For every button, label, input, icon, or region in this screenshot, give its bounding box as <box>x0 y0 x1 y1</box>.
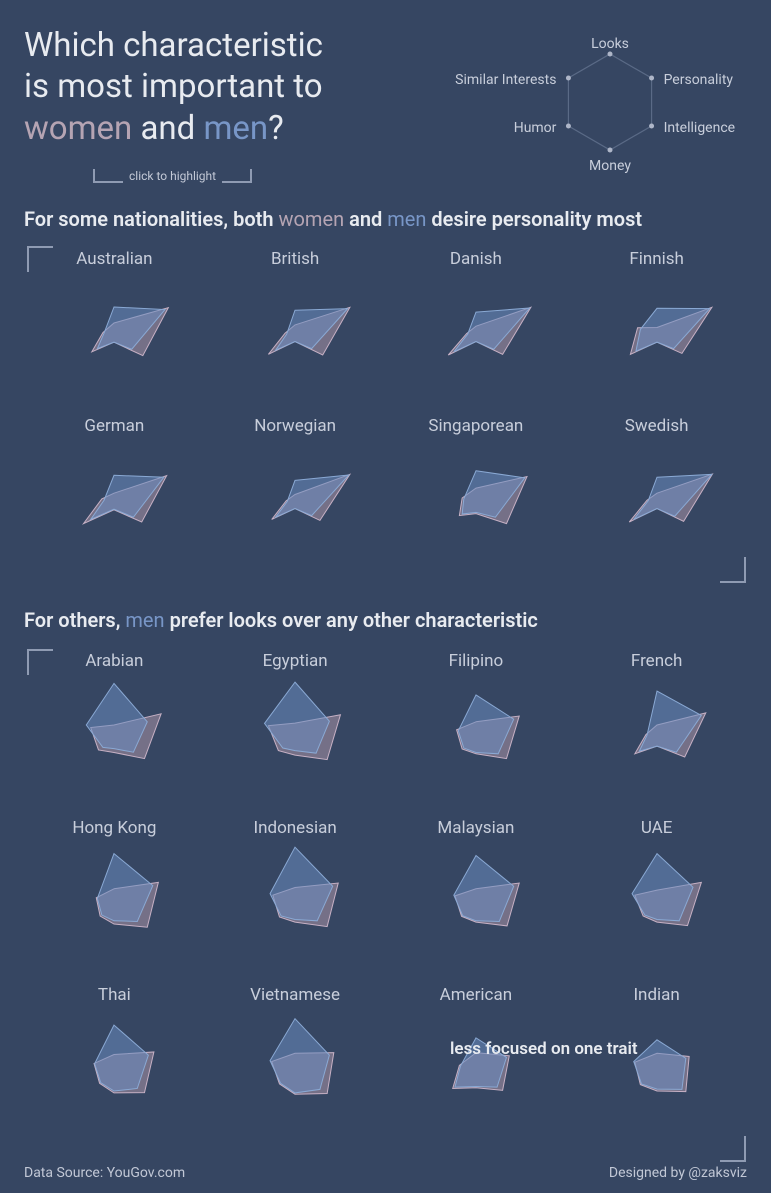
legend-axis-similar-interests: Similar Interests <box>455 72 556 88</box>
credit: Designed by @zaksviz <box>609 1165 747 1181</box>
cell-label: Vietnamese <box>205 985 386 1005</box>
heading-text: For some nationalities, both <box>24 207 278 231</box>
radar-chart <box>391 271 561 401</box>
title-q: ? <box>268 109 284 148</box>
legend-axis-intelligence: Intelligence <box>664 120 736 136</box>
cell-label: Hong Kong <box>24 818 205 838</box>
click-hint-text: click to highlight <box>129 169 216 183</box>
cell-label: Swedish <box>566 416 747 436</box>
grid-personality: AustralianBritishDanishFinnish GermanNorw… <box>24 243 747 577</box>
radar-chart <box>572 271 742 401</box>
heading-text: and <box>344 207 387 231</box>
radar-cell-american[interactable]: American <box>386 979 567 1146</box>
cell-label: Danish <box>386 249 567 269</box>
radar-cell-malaysian[interactable]: Malaysian <box>386 812 567 979</box>
radar-chart <box>391 673 561 803</box>
radar-chart <box>572 438 742 568</box>
cell-label: Australian <box>24 249 205 269</box>
cell-label: Indian <box>566 985 747 1005</box>
heading-text: desire personality most <box>426 207 642 231</box>
cell-label: Singaporean <box>386 416 567 436</box>
radar-chart <box>572 673 742 803</box>
page-title: Which characteristic is most important t… <box>24 25 323 149</box>
radar-chart <box>29 271 199 401</box>
radar-cell-uae[interactable]: UAE <box>566 812 747 979</box>
title-line2: is most important to <box>24 67 323 106</box>
title-block: Which characteristic is most important t… <box>24 25 323 149</box>
cell-label: Arabian <box>24 651 205 671</box>
legend-axis-humor: Humor <box>514 120 557 136</box>
cell-label: Filipino <box>386 651 567 671</box>
radar-chart <box>391 840 561 970</box>
heading-women[interactable]: women <box>278 207 344 231</box>
radar-cell-swedish[interactable]: Swedish <box>566 410 747 577</box>
grid-looks: ArabianEgyptianFilipinoFrenchHong KongIn… <box>24 645 747 1146</box>
radar-cell-indian[interactable]: Indian <box>566 979 747 1146</box>
radar-cell-egyptian[interactable]: Egyptian <box>205 645 386 812</box>
radar-chart <box>391 438 561 568</box>
radar-cell-singaporean[interactable]: Singaporean <box>386 410 567 577</box>
radar-chart <box>210 673 380 803</box>
radar-chart <box>29 1007 199 1137</box>
footer: Data Source: YouGov.com Designed by @zak… <box>24 1165 747 1181</box>
radar-chart <box>29 438 199 568</box>
cell-label: German <box>24 416 205 436</box>
radar-chart <box>391 1007 561 1137</box>
title-and: and <box>132 109 203 148</box>
radar-chart <box>210 840 380 970</box>
cell-label: Norwegian <box>205 416 386 436</box>
legend-axis-personality: Personality <box>664 72 733 88</box>
radar-cell-indonesian[interactable]: Indonesian <box>205 812 386 979</box>
cell-label: Indonesian <box>205 818 386 838</box>
cell-label: Egyptian <box>205 651 386 671</box>
data-source: Data Source: YouGov.com <box>24 1165 185 1181</box>
radar-cell-thai[interactable]: Thai <box>24 979 205 1146</box>
heading-text: For others, <box>24 608 125 632</box>
title-line1: Which characteristic <box>24 26 323 65</box>
title-men[interactable]: men <box>203 109 268 148</box>
radar-chart <box>29 673 199 803</box>
cell-label: UAE <box>566 818 747 838</box>
heading-men[interactable]: men <box>125 608 164 632</box>
radar-cell-vietnamese[interactable]: Vietnamese <box>205 979 386 1146</box>
radar-cell-german[interactable]: German <box>24 410 205 577</box>
cell-label: Thai <box>24 985 205 1005</box>
radar-cell-british[interactable]: British <box>205 243 386 410</box>
title-women[interactable]: women <box>24 109 132 148</box>
cell-label: Malaysian <box>386 818 567 838</box>
heading-men[interactable]: men <box>387 207 426 231</box>
heading-text: prefer looks over any other characterist… <box>165 608 538 632</box>
radar-cell-finnish[interactable]: Finnish <box>566 243 747 410</box>
legend-radar: LooksPersonalityIntelligenceMoneyHumorSi… <box>470 12 750 182</box>
radar-chart <box>210 1007 380 1137</box>
annotation-less-focused: less focused on one trait <box>450 1039 638 1059</box>
radar-chart <box>572 1007 742 1137</box>
cell-label: Finnish <box>566 249 747 269</box>
cell-label: American <box>386 985 567 1005</box>
radar-chart <box>29 840 199 970</box>
radar-cell-french[interactable]: French <box>566 645 747 812</box>
radar-cell-filipino[interactable]: Filipino <box>386 645 567 812</box>
cell-label: French <box>566 651 747 671</box>
radar-cell-australian[interactable]: Australian <box>24 243 205 410</box>
radar-chart <box>572 840 742 970</box>
radar-chart <box>210 438 380 568</box>
legend-axis-looks: Looks <box>591 36 629 52</box>
radar-cell-norwegian[interactable]: Norwegian <box>205 410 386 577</box>
section-heading-personality: For some nationalities, both women and m… <box>24 207 642 231</box>
section-heading-looks: For others, men prefer looks over any ot… <box>24 608 538 632</box>
radar-cell-danish[interactable]: Danish <box>386 243 567 410</box>
radar-cell-hong-kong[interactable]: Hong Kong <box>24 812 205 979</box>
radar-chart <box>210 271 380 401</box>
radar-cell-arabian[interactable]: Arabian <box>24 645 205 812</box>
click-hint: click to highlight <box>93 169 252 183</box>
cell-label: British <box>205 249 386 269</box>
legend-axis-money: Money <box>589 158 631 174</box>
